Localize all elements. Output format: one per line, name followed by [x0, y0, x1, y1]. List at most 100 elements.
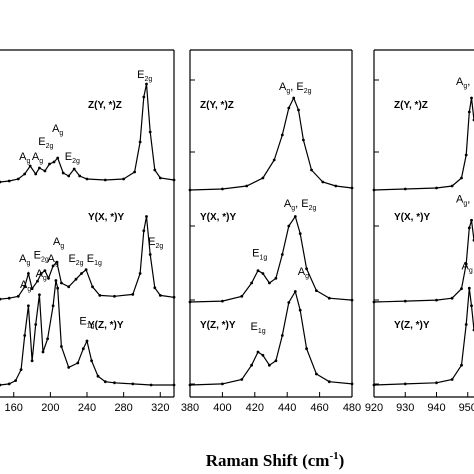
peak-label-suffix: , E [467, 76, 474, 88]
panel-1-trace-1-point [0, 180, 2, 184]
panel-1-trace-3-point [0, 383, 2, 387]
panel-2-trace-1-point [321, 180, 325, 184]
panel-2-peak-label: Ag, E2g [279, 81, 312, 95]
panel-2-trace-1-point [302, 138, 305, 142]
panel-1-peak-label: E2g [148, 236, 163, 250]
panel-1-trace-2-point [153, 286, 157, 290]
peak-label-subscript: 2g [41, 256, 49, 263]
panel-3-trace-1-point [435, 186, 438, 190]
panel-3-trace-3-point [470, 304, 473, 308]
panel-3-trace-3-point [372, 383, 376, 387]
panel-2-trace-3-point [298, 308, 302, 312]
panel-1-peak-label: Ag [53, 236, 64, 250]
panel-1-x-tick-label: 320 [151, 402, 169, 414]
peak-label-suffix: , E [290, 81, 303, 93]
panel-3-trace-2-point [372, 300, 376, 304]
peak-label-symbol: A [32, 151, 40, 163]
panel-1-trace-1-point [133, 170, 137, 174]
panel-2-trace-2-point [305, 267, 308, 271]
panel-1-trace-1-point [72, 167, 76, 171]
peak-label-subscript: 1g [259, 254, 267, 261]
peak-label-symbol: A [462, 261, 470, 273]
panel-2-peak-label: E1g [250, 321, 265, 335]
panel-1-trace-3-point [7, 382, 11, 386]
panel-1-peak-label: E2g [137, 69, 152, 83]
peak-label-subscript: g [26, 158, 30, 165]
panel-1-peak-label: E1g [87, 253, 102, 267]
panel-1-trace-2-point [138, 272, 142, 275]
panel-1-trace-3-point [51, 304, 55, 308]
panel-1-trace-2-point [16, 294, 20, 298]
x-axis-title: Raman Shift (cm-1) [206, 450, 345, 470]
peak-label-suffix: , E [295, 198, 308, 210]
panel-3-peak-label: Ag [462, 261, 473, 275]
panel-3-trace-1-point [450, 184, 454, 188]
panel-2-x-tick-label: 420 [246, 402, 264, 414]
panel-1-trace-3-point [76, 361, 80, 365]
panel-1-trace-2-point [23, 285, 27, 289]
peak-label-symbol: A [284, 198, 292, 210]
panel-1-trace-1-point [48, 162, 51, 166]
panel-1-trace-2-point [55, 260, 59, 264]
panel-1-trace-3-point [19, 368, 23, 371]
panel-2-trace-3-point [250, 363, 254, 367]
panel-1-trace-3-point [30, 359, 34, 363]
panel-1-trace-3-point [14, 379, 17, 382]
panel-1-trace-1-point [61, 171, 65, 175]
panel-1-trace-2-point [60, 281, 63, 285]
panel-1-trace-3-line [0, 280, 174, 386]
panel-3-trace-3-point [464, 323, 468, 326]
panel-1-peak-label: E1g [79, 316, 94, 330]
panel-1-trace-1-point [103, 178, 107, 182]
panel-3-trace-3-point [460, 363, 463, 367]
panel-2-trace-1-point [297, 108, 300, 112]
panel-3-x-tick-label: 930 [396, 402, 414, 414]
panel-1-trace-3-point [54, 279, 58, 282]
panel-3-trace-label-1: Z(Y, *)Z [394, 100, 428, 111]
peak-label-subscript: 2g [144, 76, 152, 83]
panel-1: 160 200 240 280 320 Z(Y, *)Z Y(X, *)Y Y(Z, *)Y A… [0, 49, 176, 414]
panel-1-trace-2-point [80, 272, 83, 275]
panel-2-trace-2-point [221, 299, 224, 303]
panel-3-trace-2-point [470, 218, 473, 222]
panel-1-trace-2-point [148, 253, 152, 256]
peak-label-symbol: A [19, 151, 27, 163]
panel-1-trace-1-point [43, 169, 47, 173]
panel-2-peak-label: E1g [252, 247, 267, 261]
peak-label-symbol: A [19, 253, 27, 265]
panel-2-trace-label-3: Y(Z, *)Y [200, 320, 236, 331]
peak-label-subscript: g [59, 130, 63, 137]
panel-3-trace-3-line [373, 288, 474, 386]
panel-1-peak-label: E2g [68, 253, 83, 267]
panel-1-trace-1-point [145, 82, 148, 86]
panel-3-trace-2-line [373, 220, 474, 303]
peak-label-subscript: 1g [94, 260, 102, 267]
panel-1-trace-2-line [0, 216, 175, 300]
panel-1-trace-2-point [30, 287, 34, 291]
panel-2-trace-1-point [221, 187, 224, 191]
peak-label-subscript: 2g [72, 158, 80, 165]
panel-1-trace-1-point [7, 179, 11, 183]
panel-1-trace-label-3: Y(Z, *)Y [88, 320, 124, 331]
panel-3-peak-label: Ag, E [456, 193, 474, 207]
panel-1-trace-1-point [142, 95, 146, 99]
peak-label-symbol: A [52, 123, 60, 135]
panel-2-trace-2-point [287, 224, 291, 228]
panel-3-trace-2-point [450, 296, 454, 300]
panel-1-trace-2-point [0, 297, 2, 301]
panel-2: 380 400 420 440 460 480 Z(Y, *)Z Y(X, *)Y Y(Z, *… [181, 49, 361, 414]
panel-2-peak-label: Ag [298, 266, 309, 280]
peak-label-subscript: g [55, 260, 59, 267]
panel-1-x-tick-label: 160 [5, 402, 23, 414]
panel-3-x-tick-label: 950 [459, 402, 474, 414]
peak-label-subscript: 2g [76, 260, 84, 267]
panel-1-trace-3-point [172, 383, 176, 387]
panel-2-trace-2-point [327, 296, 331, 300]
panel-2-trace-2-point [298, 232, 302, 236]
peak-label-subscript: g [43, 275, 47, 282]
peak-label-subscript: 1g [87, 323, 95, 330]
panel-2-trace-3-point [287, 301, 291, 304]
peak-label-symbol: A [456, 76, 464, 88]
panel-2-trace-2-point [256, 269, 260, 272]
